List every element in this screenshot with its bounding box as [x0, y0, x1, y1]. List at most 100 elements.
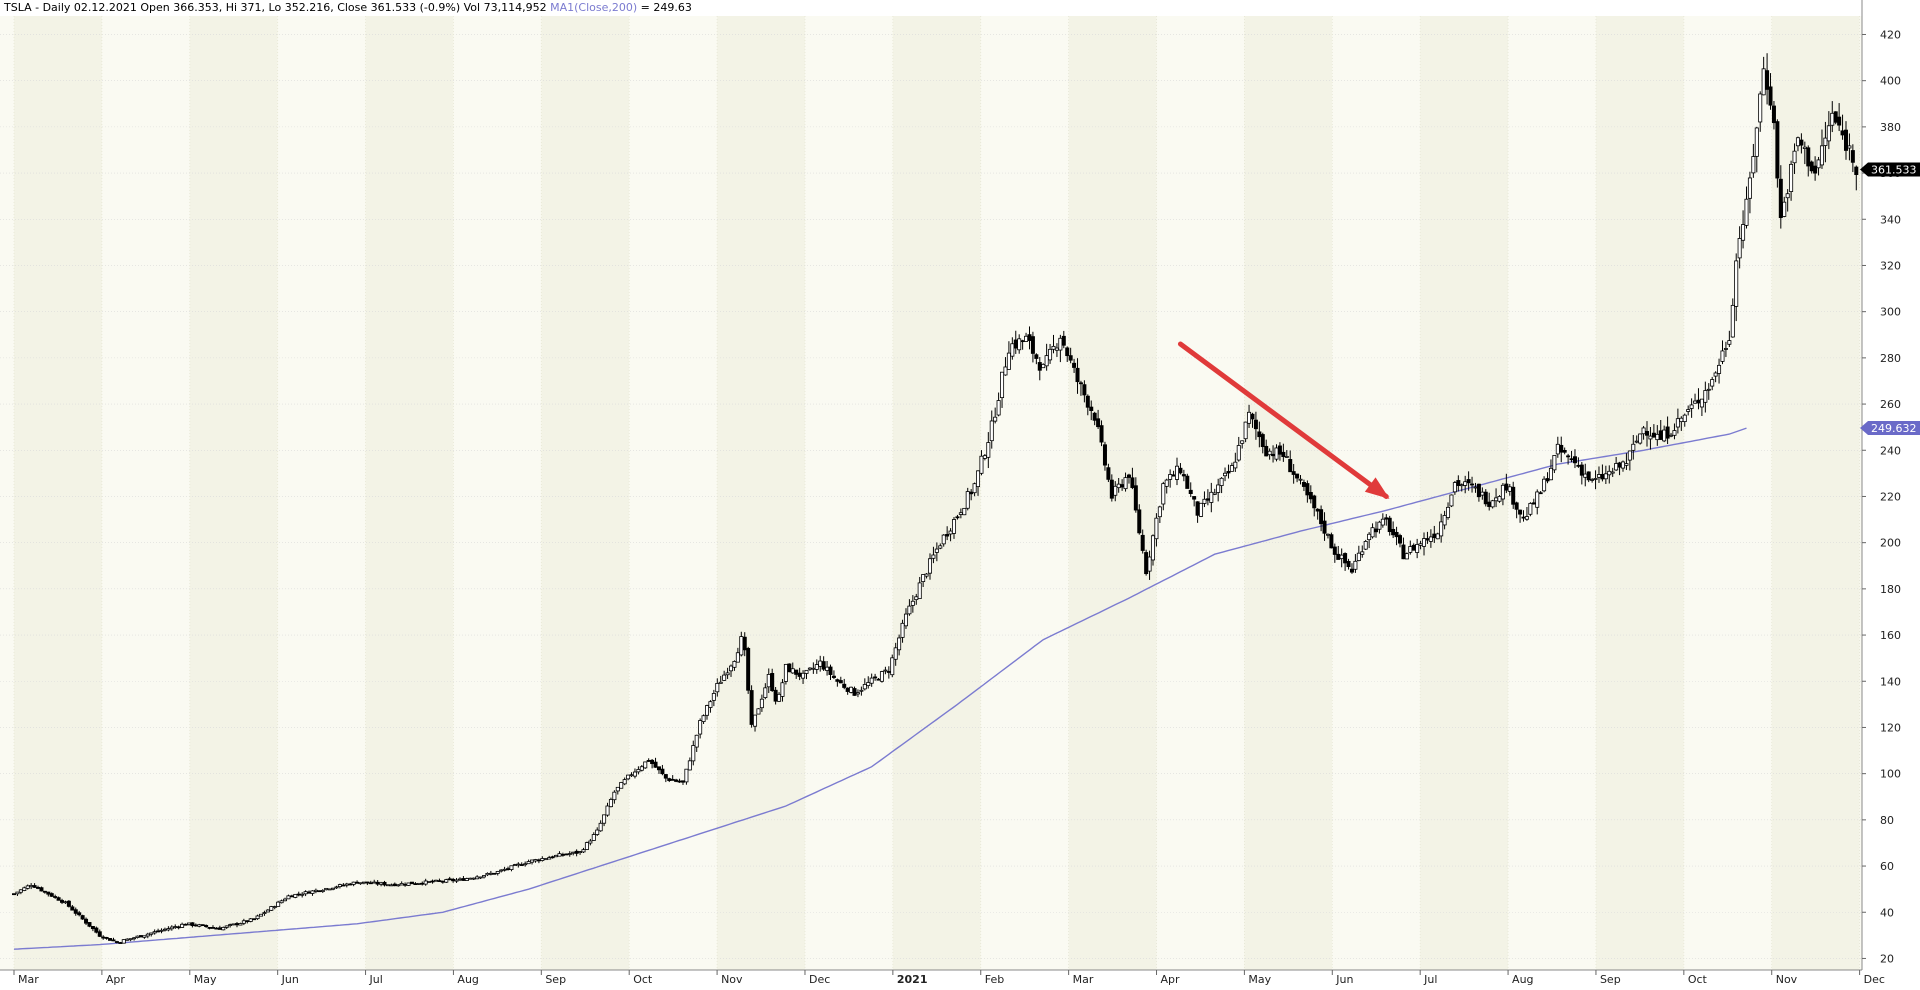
candle-body	[753, 714, 758, 727]
candle-body	[355, 881, 360, 884]
candle-body	[1051, 345, 1056, 350]
candle-body	[1298, 478, 1303, 481]
candle-body	[914, 596, 919, 601]
candle-body	[886, 671, 891, 673]
candle-body	[982, 455, 987, 459]
month-band	[453, 16, 542, 970]
candle-body	[1542, 478, 1547, 492]
candle-body	[176, 926, 181, 929]
candle-body	[1572, 456, 1577, 464]
candle-body	[87, 922, 92, 927]
candle-body	[1634, 440, 1639, 443]
candle-body	[952, 519, 957, 534]
candle-body	[84, 918, 89, 924]
candle-body	[1535, 491, 1540, 508]
y-tick-label: 140	[1880, 675, 1901, 688]
candle-body	[1758, 93, 1763, 123]
month-band	[804, 16, 893, 970]
candle-body	[1195, 501, 1200, 516]
candle-body	[1384, 517, 1389, 520]
candle-body	[711, 693, 716, 701]
candle-body	[1747, 177, 1752, 199]
candle-body	[828, 666, 833, 675]
x-tick-label: Mar	[1073, 973, 1094, 986]
candle-body	[485, 872, 490, 876]
candle-body	[1164, 479, 1169, 487]
candle-body	[156, 930, 161, 933]
candle-body	[845, 687, 850, 692]
candle-body	[53, 896, 58, 898]
y-tick-label: 160	[1880, 629, 1901, 642]
candle-body	[818, 660, 823, 667]
candle-body	[509, 865, 514, 870]
candle-body	[385, 884, 390, 887]
candle-body	[821, 661, 826, 670]
arrow-shaft	[1177, 341, 1389, 499]
y-tick-label: 20	[1880, 952, 1894, 965]
candle-body	[907, 605, 912, 615]
candle-body	[1373, 528, 1378, 533]
candle-body	[416, 882, 421, 885]
candle-body	[1006, 352, 1011, 370]
ma-value-tag-label: 249.632	[1871, 422, 1917, 435]
y-tick-label: 240	[1880, 444, 1901, 457]
candle-body	[1099, 425, 1104, 443]
candle-body	[1734, 260, 1739, 307]
candle-body	[1717, 364, 1722, 374]
candle-body	[759, 698, 764, 709]
candle-body	[1065, 347, 1070, 357]
candle-body	[492, 872, 497, 875]
candle-body	[159, 929, 164, 932]
last-price-tag-label: 361.533	[1871, 164, 1917, 177]
candle-body	[691, 745, 696, 762]
candle-body	[1686, 409, 1691, 412]
candle-body	[149, 932, 154, 935]
candle-body	[1219, 477, 1224, 486]
candle-body	[801, 672, 806, 679]
candle-body	[313, 889, 318, 892]
candle-body	[49, 893, 54, 897]
candle-body	[327, 888, 332, 891]
candle-body	[1030, 336, 1035, 354]
candle-body	[399, 883, 404, 886]
candle-body	[581, 849, 586, 853]
candle-body	[1044, 355, 1049, 367]
candle-body	[262, 912, 267, 914]
candle-body	[584, 842, 589, 850]
candle-body	[1425, 538, 1430, 541]
candle-body	[1521, 516, 1526, 519]
candle-body	[245, 920, 250, 923]
candle-body	[890, 657, 895, 676]
candle-body	[183, 923, 188, 926]
candle-body	[1185, 475, 1190, 489]
y-axis: 20 40 60 80 100 120 140 160 180 200 220 240 260 280 30…	[1860, 0, 1920, 970]
candle-body	[118, 942, 123, 944]
candle-body	[519, 864, 524, 866]
candle-body	[1679, 417, 1684, 423]
candle-body	[1257, 431, 1262, 438]
candle-body	[440, 880, 445, 883]
x-tick-label: Sep	[1600, 973, 1621, 986]
candle-body	[554, 854, 559, 858]
candle-body	[1178, 467, 1183, 474]
candle-body	[897, 637, 902, 651]
candle-body	[320, 889, 325, 892]
candle-body	[372, 881, 377, 884]
candle-body	[488, 872, 493, 875]
candle-body	[1078, 382, 1083, 385]
candle-body	[660, 768, 665, 775]
candle-body	[705, 705, 710, 716]
candle-body	[1511, 486, 1516, 505]
candle-body	[255, 915, 260, 920]
candle-body	[334, 886, 339, 889]
candle-body	[962, 507, 967, 516]
candle-body	[1837, 116, 1842, 126]
candle-body	[958, 512, 963, 515]
candle-body	[1048, 348, 1053, 361]
candle-body	[238, 923, 243, 926]
candle-body	[1428, 536, 1433, 542]
candle-body	[571, 851, 576, 854]
candle-body	[423, 880, 428, 885]
